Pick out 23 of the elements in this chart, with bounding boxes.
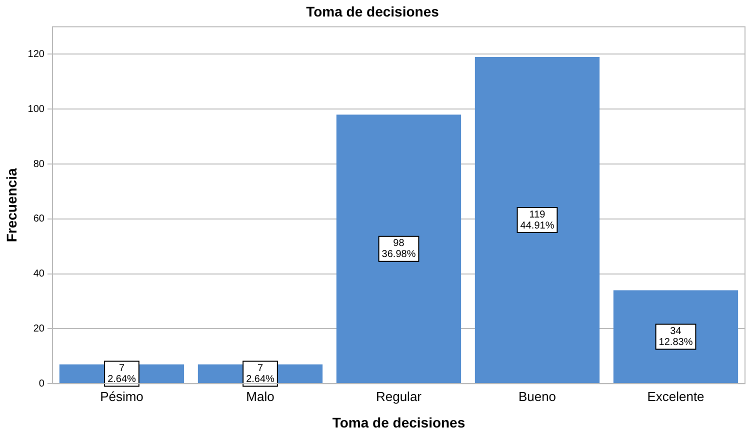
y-tick-label: 120: [28, 48, 45, 60]
y-tick-label: 0: [38, 378, 45, 390]
chart-title: Toma de decisiones: [306, 3, 440, 20]
bar: [336, 114, 462, 384]
bar: [613, 290, 738, 384]
data-label: 7 2.64%: [108, 362, 136, 385]
y-tick-label: 60: [33, 214, 45, 225]
y-tick-label: 40: [33, 268, 45, 280]
x-axis-title: Toma de decisiones: [332, 414, 466, 430]
y-tick-label: 20: [33, 323, 45, 334]
y-tick-label: 80: [33, 158, 45, 170]
x-tick-label: Bueno: [518, 388, 556, 404]
x-tick-label: Pésimo: [100, 388, 144, 404]
data-label: 98 36.98%: [382, 238, 416, 260]
x-tick-label: Malo: [246, 388, 274, 404]
data-label: 34 12.83%: [658, 326, 693, 348]
data-label: 119 44.91%: [520, 209, 554, 232]
y-tick-label: 100: [28, 104, 45, 115]
data-label: 7 2.64%: [246, 362, 275, 385]
bar: [474, 56, 600, 384]
x-tick-label: Excelente: [647, 388, 704, 404]
y-axis-title: Frecuencia: [3, 168, 20, 242]
x-tick-label: Regular: [376, 388, 422, 404]
